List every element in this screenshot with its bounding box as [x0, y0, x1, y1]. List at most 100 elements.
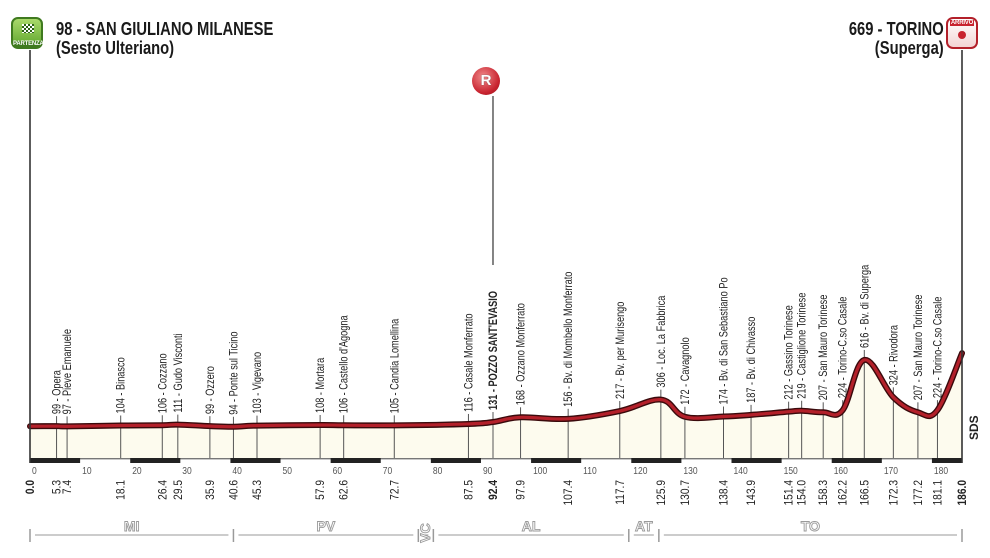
scale-tick-label: 40: [232, 465, 241, 476]
km-distance-label: 158.3: [818, 480, 831, 506]
scale-segment-black: [831, 458, 882, 463]
finish-title-line1: 669 - TORINO: [849, 19, 944, 39]
scale-tick-label: 150: [784, 465, 798, 476]
waypoint-label: 212 - Gassino Torinese: [784, 305, 796, 400]
scale-tick-label: 10: [82, 465, 91, 476]
waypoint-label: 116 - Casale Monferrato: [464, 313, 476, 412]
waypoint-label: 131 - POZZO SANT'EVASIO: [488, 291, 500, 410]
waypoint-label: 105 - Candia Lomellina: [389, 319, 401, 414]
km-scale-bar: 0 10 20 30 40 50 60 70 80 90 100 110 120 130 140 150 160…: [30, 458, 962, 476]
profile-line-red: [28, 351, 964, 429]
scale-tick-label: 60: [333, 465, 342, 476]
scale-tick-label: 160: [834, 465, 848, 476]
waypoint-label: 616 - Bv. di Superga: [859, 265, 871, 348]
province-code-al: AL: [522, 518, 541, 534]
km-distance-label: 107.4: [562, 480, 575, 506]
waypoint-label: 187 - Bv. di Chivasso: [746, 316, 758, 402]
start-title-line2: (Sesto Ulteriano): [56, 38, 175, 58]
checkered-flag-icon: [22, 24, 34, 33]
km-distance-label: 97.9: [515, 480, 528, 500]
waypoint-label: 156 - Bv. di Mombello Monferrato: [563, 271, 575, 406]
waypoint-label: 324 - Rivodora: [889, 325, 901, 385]
province-code-to: TO: [801, 518, 820, 534]
start-badge-label: PARTENZA: [13, 41, 44, 47]
waypoint-label: 103 - Vigevano: [252, 352, 264, 414]
province-code-vc: VC: [417, 523, 433, 542]
km-distance-label: 151.4: [783, 480, 796, 506]
finish-title: 669 - TORINO (Superga): [849, 20, 944, 58]
scale-tick-label: 0: [32, 465, 37, 476]
waypoint-label: 104 - Binasco: [116, 357, 128, 413]
km-distance-label: 57.9: [314, 480, 327, 500]
km-distance-label: 87.5: [463, 480, 476, 500]
start-badge: PARTENZA: [11, 17, 44, 49]
waypoint-label: 306 - Loc. La Fabbrica: [656, 295, 668, 387]
province-code-mi: MI: [124, 518, 140, 534]
scale-segment-black: [130, 458, 181, 463]
km-distance-label: 0.0: [24, 480, 37, 494]
km-distance-label: 7.4: [61, 480, 74, 494]
km-distance-labels: 0.0 5.37.4 18.1 26.4 29.5 35.9 40.6 45.3 57.9 62.…: [24, 479, 969, 505]
finish-badge-label: ARRIVO: [950, 20, 974, 26]
scale-tick-label: 50: [283, 465, 292, 476]
profile-fill-area: [30, 353, 962, 459]
waypoint-label: 217 - Bv. per Murisengo: [615, 301, 627, 399]
km-distance-label: 181.1: [932, 480, 945, 506]
waypoint-label: 224 - Torino-C.so Casale: [838, 296, 850, 398]
finish-title-line2: (Superga): [875, 38, 944, 58]
waypoint-label: 174 - Bv. di San Sebastiano Po: [719, 277, 731, 404]
feed-zone-badge: R: [472, 67, 500, 95]
province-code-at: AT: [635, 518, 653, 534]
finish-badge: ARRIVO: [946, 17, 978, 49]
km-distance-label: 166.5: [859, 480, 872, 506]
province-bar: MI PV VC AL AT TO: [29, 518, 963, 543]
waypoint-label: 219 - Castiglione Torinese: [797, 292, 809, 398]
waypoint-label: 108 - Mortara: [315, 358, 327, 413]
scale-tick-label: 120: [633, 465, 647, 476]
waypoint-label: 99 - Ozzero: [205, 366, 217, 414]
waypoint-label: 94 - Ponte sul Ticino: [229, 331, 241, 414]
waypoint-label: 224 - Torino-C.so Casale: [933, 296, 945, 398]
waypoint-label: 106 - Castello d'Agogna: [339, 315, 351, 413]
km-distance-label: 35.9: [204, 480, 217, 500]
km-distance-label: 92.4: [487, 479, 500, 500]
scale-tick-label: 20: [132, 465, 141, 476]
waypoint-label: 111 - Gudo Visconti: [173, 333, 185, 412]
km-distance-label: 186.0: [956, 480, 969, 506]
scale-tick-label: 80: [433, 465, 442, 476]
scale-segment-black: [330, 458, 381, 463]
scale-tick-label: 90: [483, 465, 492, 476]
scale-tick-label: 180: [934, 465, 948, 476]
profile-area: [30, 353, 962, 459]
scale-segment-black: [30, 458, 81, 463]
scale-tick-label: 140: [734, 465, 748, 476]
scale-segment-black: [731, 458, 782, 463]
km-distance-label: 130.7: [679, 480, 692, 506]
scale-tick-label: 110: [583, 465, 597, 476]
waypoint-label: 168 - Ozzano Monferrato: [516, 303, 528, 405]
sds-side-label: SDS: [967, 415, 981, 440]
scale-tick-label: 100: [533, 465, 547, 476]
profile-line: [27, 350, 965, 430]
scale-tick-label: 170: [884, 465, 898, 476]
km-distance-label: 26.4: [157, 480, 170, 500]
km-distance-label: 18.1: [115, 480, 128, 500]
scale-tick-label: 30: [182, 465, 191, 476]
waypoint-label: 99 - Opera: [52, 370, 64, 414]
scale-segment-black: [631, 458, 682, 463]
km-distance-label: 72.7: [389, 480, 402, 500]
scale-segment-black: [931, 458, 962, 463]
waypoint-label: 106 - Cozzano: [157, 353, 169, 413]
finish-arms-icon: [958, 31, 966, 39]
km-distance-label: 162.2: [837, 480, 850, 506]
km-distance-label: 143.9: [745, 480, 758, 506]
km-distance-label: 172.3: [888, 480, 901, 506]
waypoint-label: 97 - Pieve Emanuele: [62, 329, 74, 415]
km-distance-label: 154.0: [796, 480, 809, 506]
start-finish-poles: SDS: [29, 50, 981, 463]
km-distance-label: 40.6: [228, 480, 241, 500]
km-distance-label: 29.5: [172, 480, 185, 500]
km-distance-label: 5.3: [51, 480, 64, 494]
